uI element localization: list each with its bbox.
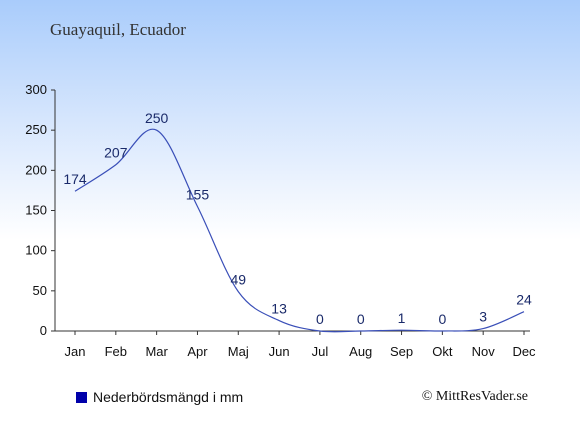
credit-text: © MittResVader.se (421, 389, 528, 404)
data-label: 0 (316, 311, 324, 327)
series-line (74, 128, 525, 333)
data-label: 49 (230, 272, 246, 288)
y-tick-label: 50 (33, 283, 47, 298)
data-label: 0 (438, 311, 446, 327)
y-tick-label: 200 (25, 162, 47, 177)
legend: Nederbördsmängd i mm (76, 389, 243, 405)
x-tick-label: Jan (65, 344, 86, 359)
x-tick-label: Mar (145, 344, 168, 359)
x-tick-label: Aug (349, 344, 372, 359)
data-label: 174 (63, 171, 87, 187)
data-label: 3 (479, 309, 487, 325)
data-label: 0 (357, 311, 365, 327)
x-tick-label: Apr (187, 344, 208, 359)
x-tick-label: Jul (312, 344, 329, 359)
data-label: 13 (271, 301, 287, 317)
x-tick-label: Jun (269, 344, 290, 359)
legend-swatch (76, 391, 87, 403)
x-tick-label: Nov (472, 344, 496, 359)
y-tick-label: 150 (25, 203, 47, 218)
y-tick-label: 0 (40, 323, 47, 338)
x-tick-label: Maj (228, 344, 249, 359)
x-tick-label: Okt (432, 344, 453, 359)
x-tick-label: Sep (390, 344, 413, 359)
y-tick-label: 100 (25, 243, 47, 258)
chart-location-title: Guayaquil, Ecuador (50, 20, 186, 39)
data-label: 1 (398, 310, 406, 326)
x-tick-label: Feb (105, 344, 127, 359)
data-label: 250 (145, 110, 169, 126)
data-label: 207 (104, 145, 128, 161)
x-tick-label: Dec (512, 344, 536, 359)
y-tick-label: 250 (25, 122, 47, 137)
legend-label: Nederbördsmängd i mm (93, 389, 244, 405)
data-label: 155 (186, 186, 210, 202)
data-label: 24 (516, 292, 532, 308)
y-tick-label: 300 (25, 82, 47, 97)
